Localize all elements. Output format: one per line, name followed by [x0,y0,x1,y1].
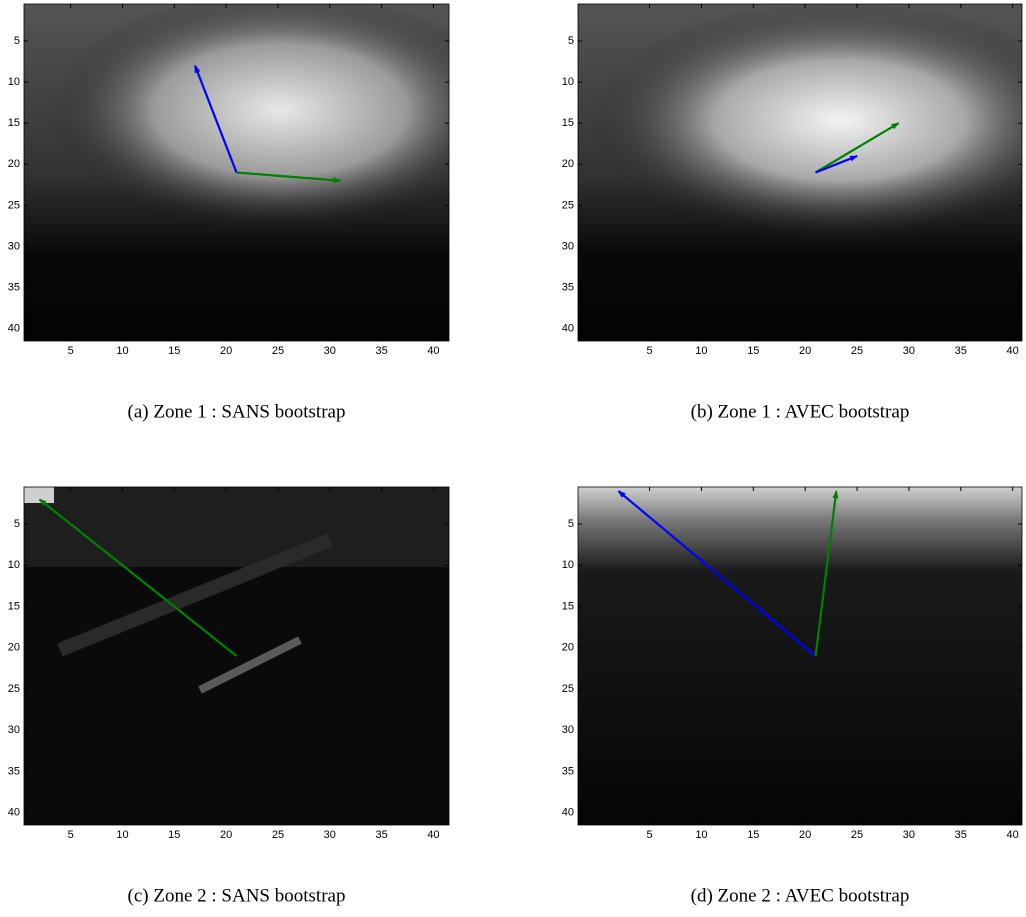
x-tick-label: 40 [1007,345,1019,357]
x-tick-label: 20 [799,829,811,841]
arrow [814,122,900,174]
plot-frame [23,486,450,826]
x-tick-label: 35 [955,345,967,357]
y-tick-label: 30 [562,724,574,736]
y-tick-label: 40 [8,807,20,819]
y-tick-label: 5 [14,518,20,530]
x-tick-label: 25 [851,829,863,841]
y-tick-label: 15 [8,600,20,612]
x-tick-label: 40 [1007,829,1019,841]
y-tick-label: 30 [8,240,20,252]
y-tick-label: 35 [562,281,574,293]
x-tick-label: 10 [116,345,128,357]
x-tick-label: 30 [903,829,915,841]
y-tick-label: 5 [568,35,574,47]
x-tick-label: 10 [116,829,128,841]
x-tick-label: 15 [168,829,180,841]
image-d [578,487,1022,825]
x-tick-label: 15 [747,345,759,357]
y-tick-label: 10 [562,76,574,88]
y-tick-label: 15 [562,600,574,612]
x-tick-label: 20 [220,829,232,841]
caption: (d) Zone 2 : AVEC bootstrap [691,885,910,906]
x-tick-label: 35 [955,829,967,841]
y-tick-label: 15 [8,117,20,129]
x-tick-label: 40 [427,345,439,357]
y-tick-label: 40 [562,807,574,819]
x-tick-label: 25 [272,829,284,841]
y-tick-label: 35 [8,281,20,293]
x-tick-label: 5 [647,345,653,357]
arrow [814,490,839,657]
x-tick-label: 25 [272,345,284,357]
x-tick-label: 25 [851,345,863,357]
caption: (c) Zone 2 : SANS bootstrap [128,885,346,906]
y-tick-label: 20 [8,158,20,170]
arrow [617,490,817,657]
x-tick-label: 10 [695,345,707,357]
arrow [194,64,238,173]
x-tick-label: 40 [427,829,439,841]
image-b [578,4,1022,341]
plot-frame [577,486,1023,826]
y-tick-label: 15 [562,117,574,129]
arrow [38,498,238,657]
y-tick-label: 30 [562,240,574,252]
x-tick-label: 35 [375,829,387,841]
y-tick-label: 5 [14,35,20,47]
y-tick-label: 35 [8,765,20,777]
x-tick-label: 5 [68,345,74,357]
y-tick-label: 35 [562,765,574,777]
y-tick-label: 5 [568,518,574,530]
plot-frame [577,3,1023,342]
x-tick-label: 15 [168,345,180,357]
y-tick-label: 10 [8,559,20,571]
caption: (a) Zone 1 : SANS bootstrap [128,401,346,422]
y-tick-label: 25 [562,199,574,211]
x-tick-label: 15 [747,829,759,841]
y-tick-label: 20 [562,642,574,654]
x-tick-label: 20 [799,345,811,357]
caption: (b) Zone 1 : AVEC bootstrap [691,401,910,422]
y-tick-label: 25 [8,683,20,695]
x-tick-label: 5 [647,829,653,841]
y-tick-label: 20 [562,158,574,170]
x-tick-label: 35 [375,345,387,357]
image-a [24,4,449,341]
y-tick-label: 30 [8,724,20,736]
y-tick-label: 10 [8,76,20,88]
y-tick-label: 10 [562,559,574,571]
x-tick-label: 10 [695,829,707,841]
x-tick-label: 30 [324,829,336,841]
x-tick-label: 30 [324,345,336,357]
y-tick-label: 40 [8,323,20,335]
x-tick-label: 20 [220,345,232,357]
arrow [236,171,342,184]
y-tick-label: 40 [562,323,574,335]
arrow [815,155,858,174]
plot-frame [23,3,450,342]
x-tick-label: 30 [903,345,915,357]
x-tick-label: 5 [68,829,74,841]
y-tick-label: 25 [562,683,574,695]
y-tick-label: 25 [8,199,20,211]
y-tick-label: 20 [8,642,20,654]
